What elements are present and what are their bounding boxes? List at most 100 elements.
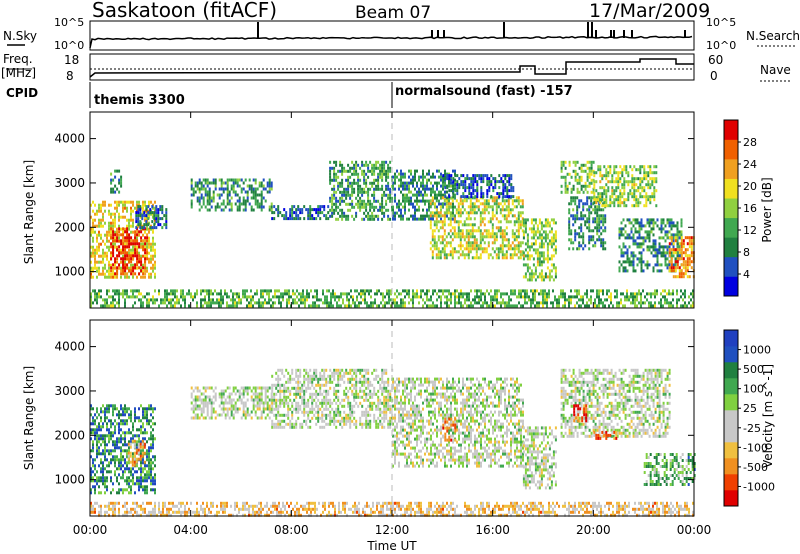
data-cell xyxy=(339,214,342,218)
data-cell xyxy=(309,217,312,221)
data-cell xyxy=(256,199,259,203)
data-cell xyxy=(433,235,436,239)
data-cell xyxy=(433,229,436,233)
data-cell xyxy=(155,205,158,209)
data-region xyxy=(442,174,515,199)
data-cell xyxy=(388,292,390,296)
data-cell xyxy=(130,263,132,267)
data-cell xyxy=(108,239,110,243)
data-cell xyxy=(610,301,612,305)
data-cell xyxy=(452,184,454,188)
data-cell xyxy=(552,248,555,252)
data-cell xyxy=(472,298,474,302)
data-cell xyxy=(536,254,539,258)
data-cell xyxy=(120,227,122,231)
data-cell xyxy=(467,223,470,227)
data-cell xyxy=(570,190,573,194)
data-cell xyxy=(114,455,116,459)
data-cell xyxy=(161,226,164,230)
data-cell xyxy=(435,217,438,221)
data-cell xyxy=(625,171,628,175)
data-cell xyxy=(110,227,113,231)
data-cell xyxy=(414,208,416,212)
data-cell xyxy=(638,242,641,246)
data-cell xyxy=(379,163,382,167)
data-cell xyxy=(554,275,557,279)
data-cell xyxy=(493,202,496,206)
data-cell xyxy=(382,295,384,299)
data-cell xyxy=(90,470,92,474)
data-cell xyxy=(494,289,496,293)
data-cell xyxy=(508,195,511,199)
data-cell xyxy=(368,289,370,293)
data-cell xyxy=(136,275,138,279)
data-cell xyxy=(532,233,535,237)
data-cell xyxy=(146,298,148,302)
data-cell xyxy=(426,289,428,293)
data-cell xyxy=(505,253,508,257)
data-cell xyxy=(536,301,538,305)
data-cell xyxy=(100,209,102,213)
data-cell xyxy=(505,214,508,218)
data-cell xyxy=(638,301,640,305)
data-cell xyxy=(429,199,432,203)
data-cell xyxy=(431,229,434,233)
data-cell xyxy=(206,289,208,293)
data-cell xyxy=(502,195,505,199)
data-cell xyxy=(140,254,142,258)
data-cell xyxy=(333,184,336,188)
data-cell xyxy=(548,242,551,246)
data-cell xyxy=(483,202,486,206)
data-cell xyxy=(540,251,543,255)
data-cell xyxy=(521,211,524,215)
data-cell xyxy=(404,172,406,176)
data-cell xyxy=(308,304,310,308)
data-cell xyxy=(404,193,406,197)
data-cell xyxy=(398,205,400,209)
data-cell xyxy=(92,416,94,420)
data-cell xyxy=(194,292,196,296)
data-cell xyxy=(602,289,604,293)
data-cell xyxy=(292,301,294,305)
data-cell xyxy=(622,266,625,270)
data-cell xyxy=(416,295,418,299)
data-cell xyxy=(506,192,509,196)
data-cell xyxy=(442,177,445,181)
data-cell xyxy=(369,199,372,203)
nsky-series-line xyxy=(89,35,693,49)
data-cell xyxy=(656,257,659,261)
data-cell xyxy=(110,172,113,176)
data-cell xyxy=(460,301,462,305)
data-cell xyxy=(142,248,145,252)
data-cell xyxy=(230,187,233,191)
data-cell xyxy=(499,232,502,236)
data-cell xyxy=(680,230,683,234)
data-cell xyxy=(134,239,137,243)
data-cell xyxy=(438,202,440,206)
data-cell xyxy=(646,221,649,225)
data-cell xyxy=(134,295,136,299)
data-cell xyxy=(483,241,486,245)
data-cell xyxy=(138,289,140,293)
data-cell xyxy=(122,476,124,480)
data-cell xyxy=(660,230,663,234)
data-cell xyxy=(400,208,402,212)
data-cell xyxy=(260,205,263,209)
data-cell xyxy=(96,295,98,299)
data-cell xyxy=(682,263,685,267)
data-cell xyxy=(560,184,563,188)
data-cell xyxy=(381,208,384,212)
data-cell xyxy=(246,199,249,203)
power-data-cells xyxy=(90,160,695,308)
data-cell xyxy=(333,178,336,182)
data-cell xyxy=(564,301,566,305)
data-cell xyxy=(112,431,114,435)
nsky-right-tick-bottom: 10^0 xyxy=(706,39,736,52)
data-cell xyxy=(550,269,553,273)
data-cell xyxy=(660,221,663,225)
data-cell xyxy=(548,224,551,228)
data-cell xyxy=(341,196,344,200)
data-cell xyxy=(536,230,539,234)
data-cell xyxy=(104,266,106,270)
data-cell xyxy=(632,251,635,255)
